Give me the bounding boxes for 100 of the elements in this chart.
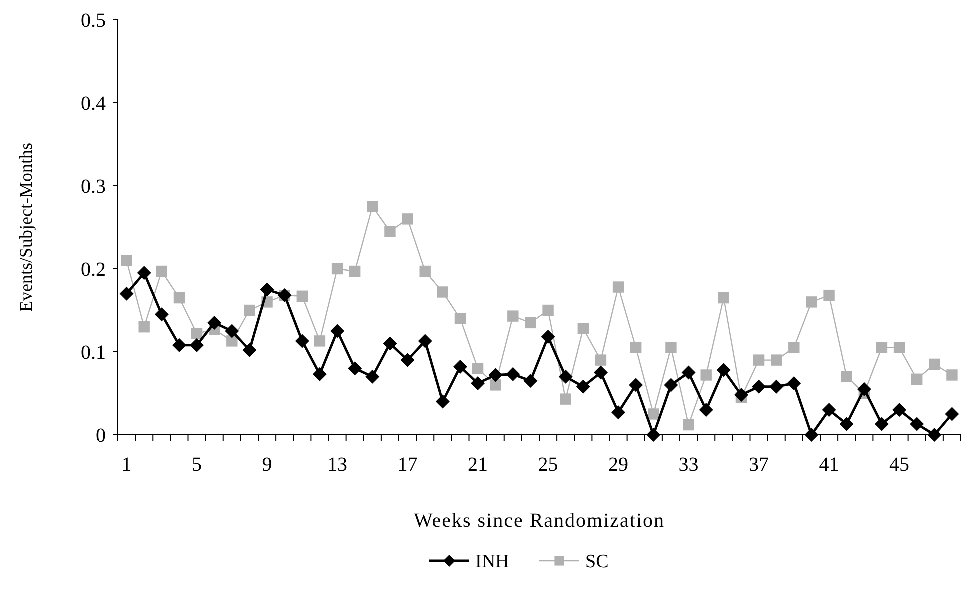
x-tick-label: 1 — [122, 454, 132, 476]
x-tick-label: 25 — [538, 454, 558, 476]
x-axis-title: Weeks since Randomization — [414, 510, 666, 532]
y-tick-label: 0.1 — [81, 342, 106, 364]
point — [225, 324, 240, 338]
point — [876, 342, 888, 354]
point — [841, 371, 852, 382]
x-tick-label: 33 — [678, 454, 699, 476]
y-tick-label: 0.5 — [81, 10, 106, 32]
point — [436, 394, 450, 409]
point — [770, 380, 784, 394]
point — [296, 290, 308, 302]
point — [312, 367, 327, 382]
point — [666, 342, 677, 354]
point — [244, 304, 256, 316]
point — [490, 380, 502, 391]
point — [683, 419, 694, 431]
point — [332, 263, 344, 275]
point — [191, 328, 203, 340]
point — [420, 266, 431, 278]
point — [208, 316, 222, 330]
point — [929, 358, 940, 370]
point — [648, 408, 660, 420]
point — [612, 406, 626, 420]
point — [560, 394, 572, 405]
point — [892, 403, 907, 418]
point — [242, 343, 257, 358]
point — [578, 323, 590, 334]
y-tick-label: 0 — [96, 425, 106, 447]
point — [699, 403, 714, 418]
point — [806, 296, 818, 308]
point — [874, 417, 889, 432]
point — [172, 338, 186, 352]
point — [367, 201, 378, 212]
point — [840, 417, 854, 432]
point — [437, 286, 449, 298]
point — [753, 354, 765, 366]
point — [260, 282, 274, 297]
y-tick-label: 0.2 — [81, 259, 106, 281]
point — [857, 382, 872, 396]
point — [630, 342, 642, 354]
point — [542, 304, 554, 316]
legend-label: SC — [586, 552, 609, 573]
point — [506, 367, 520, 382]
point — [472, 363, 484, 374]
point — [629, 378, 644, 392]
point — [594, 366, 608, 380]
point — [612, 282, 624, 293]
point — [154, 308, 169, 322]
point — [664, 378, 678, 392]
point — [788, 342, 800, 354]
x-tick-label: 5 — [192, 454, 202, 476]
point — [295, 334, 310, 348]
point — [138, 322, 150, 333]
point — [804, 428, 819, 442]
point — [576, 380, 590, 394]
point — [928, 428, 942, 442]
x-tick-label: 37 — [749, 454, 770, 476]
x-tick-label: 21 — [468, 454, 488, 476]
point — [330, 324, 345, 338]
y-tick-label: 0.4 — [81, 93, 106, 115]
point — [541, 330, 556, 344]
point — [524, 374, 538, 388]
point — [471, 376, 486, 391]
point — [348, 362, 362, 376]
x-tick-label: 41 — [819, 454, 840, 476]
point — [910, 417, 924, 432]
point — [752, 380, 766, 394]
point — [945, 407, 960, 422]
x-tick-label: 9 — [262, 454, 272, 476]
point — [384, 226, 396, 238]
x-tick-label: 29 — [608, 454, 629, 476]
point — [595, 354, 607, 366]
y-tick-label: 0.3 — [81, 176, 106, 198]
point — [525, 317, 536, 329]
point — [137, 266, 152, 280]
point — [946, 370, 958, 381]
point — [400, 353, 415, 368]
point — [120, 286, 134, 301]
point — [453, 360, 468, 374]
point — [718, 292, 730, 304]
point — [824, 290, 835, 302]
point — [314, 336, 326, 347]
x-tick-label: 17 — [398, 454, 418, 476]
point — [156, 266, 168, 278]
point — [646, 428, 661, 442]
point — [682, 366, 696, 380]
point — [700, 370, 712, 381]
legend-label: INH — [476, 552, 510, 573]
point — [366, 370, 380, 384]
point — [734, 388, 748, 402]
point — [488, 368, 503, 382]
point — [894, 342, 906, 354]
point — [174, 292, 186, 304]
point — [508, 310, 519, 322]
y-axis-title: Events/Subject-Months — [16, 143, 36, 312]
point — [787, 376, 802, 391]
point — [822, 403, 836, 418]
point — [558, 370, 573, 384]
point — [418, 334, 432, 348]
